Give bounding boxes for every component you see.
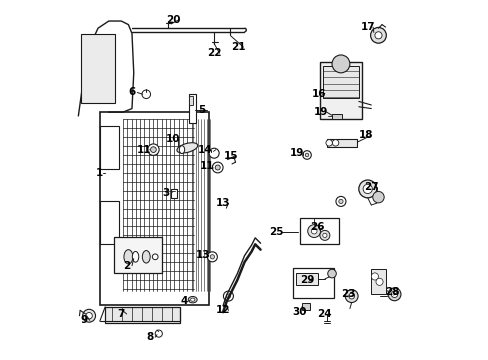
Text: 25: 25	[269, 227, 284, 237]
Circle shape	[307, 225, 320, 238]
Text: 27: 27	[363, 182, 378, 192]
Text: 5: 5	[198, 105, 205, 115]
Circle shape	[226, 294, 230, 298]
Text: 3: 3	[162, 188, 169, 198]
Ellipse shape	[142, 251, 150, 263]
Bar	[171, 189, 176, 198]
Text: 11: 11	[136, 145, 151, 155]
Circle shape	[142, 90, 150, 99]
Circle shape	[147, 144, 159, 156]
Text: 14: 14	[198, 145, 212, 155]
Circle shape	[305, 153, 308, 157]
Text: 17: 17	[360, 22, 374, 32]
Bar	[301, 303, 309, 310]
Text: 28: 28	[385, 287, 399, 297]
Ellipse shape	[190, 298, 194, 301]
Circle shape	[155, 330, 162, 337]
Circle shape	[370, 273, 378, 280]
Circle shape	[210, 255, 214, 259]
Circle shape	[331, 55, 349, 73]
Circle shape	[215, 165, 220, 170]
Circle shape	[152, 254, 158, 260]
Text: 24: 24	[317, 309, 331, 319]
Text: 6: 6	[128, 87, 135, 98]
Text: 29: 29	[299, 275, 314, 285]
Circle shape	[338, 199, 343, 203]
Bar	[105, 307, 180, 323]
Circle shape	[345, 290, 357, 302]
Ellipse shape	[179, 146, 184, 154]
Bar	[100, 112, 208, 305]
Bar	[331, 114, 341, 119]
Text: 7: 7	[117, 309, 125, 319]
Text: 23: 23	[340, 289, 355, 299]
Text: 2: 2	[123, 261, 130, 271]
Text: 30: 30	[292, 307, 306, 317]
Bar	[370, 269, 385, 294]
Circle shape	[207, 252, 217, 262]
Text: 12: 12	[215, 305, 230, 315]
Text: 8: 8	[146, 332, 153, 342]
Text: 20: 20	[165, 15, 180, 25]
Text: 19: 19	[289, 148, 304, 158]
Bar	[292, 267, 333, 298]
Text: 13: 13	[215, 198, 230, 208]
Circle shape	[209, 148, 219, 158]
Bar	[296, 273, 317, 285]
Circle shape	[325, 140, 332, 146]
Text: 21: 21	[230, 42, 245, 52]
Circle shape	[322, 233, 326, 238]
Ellipse shape	[188, 296, 197, 303]
Circle shape	[348, 293, 354, 299]
Text: 18: 18	[358, 130, 372, 140]
Bar	[100, 202, 119, 244]
Text: 22: 22	[206, 48, 221, 58]
Circle shape	[319, 230, 329, 240]
Bar	[326, 139, 356, 147]
Circle shape	[375, 278, 382, 285]
Bar	[319, 62, 362, 119]
Text: 1: 1	[96, 168, 103, 178]
Text: 13: 13	[196, 250, 210, 260]
Ellipse shape	[123, 249, 133, 264]
Text: 19: 19	[313, 107, 328, 117]
Circle shape	[370, 27, 386, 43]
Circle shape	[212, 162, 223, 173]
Text: 9: 9	[81, 315, 88, 325]
Circle shape	[223, 291, 233, 301]
Bar	[81, 33, 115, 103]
Text: 16: 16	[312, 89, 326, 99]
Bar	[100, 126, 119, 169]
Text: 11: 11	[199, 161, 214, 171]
Text: 15: 15	[223, 151, 238, 161]
Bar	[189, 94, 195, 123]
Circle shape	[327, 269, 336, 278]
Text: 26: 26	[310, 222, 325, 232]
Circle shape	[302, 151, 311, 159]
Bar	[299, 217, 339, 244]
Bar	[323, 66, 358, 98]
Circle shape	[311, 228, 316, 234]
Bar	[114, 237, 162, 273]
Circle shape	[358, 180, 376, 198]
Circle shape	[332, 140, 338, 146]
Bar	[189, 96, 193, 105]
Circle shape	[374, 32, 381, 39]
Ellipse shape	[177, 143, 197, 153]
Circle shape	[150, 147, 156, 153]
Text: 10: 10	[165, 134, 180, 144]
Circle shape	[363, 184, 372, 194]
Ellipse shape	[132, 251, 139, 262]
Circle shape	[372, 192, 384, 203]
Circle shape	[335, 197, 345, 206]
Circle shape	[387, 288, 400, 301]
Circle shape	[82, 309, 95, 322]
Circle shape	[390, 291, 397, 297]
Text: 4: 4	[180, 296, 187, 306]
Circle shape	[86, 312, 92, 319]
